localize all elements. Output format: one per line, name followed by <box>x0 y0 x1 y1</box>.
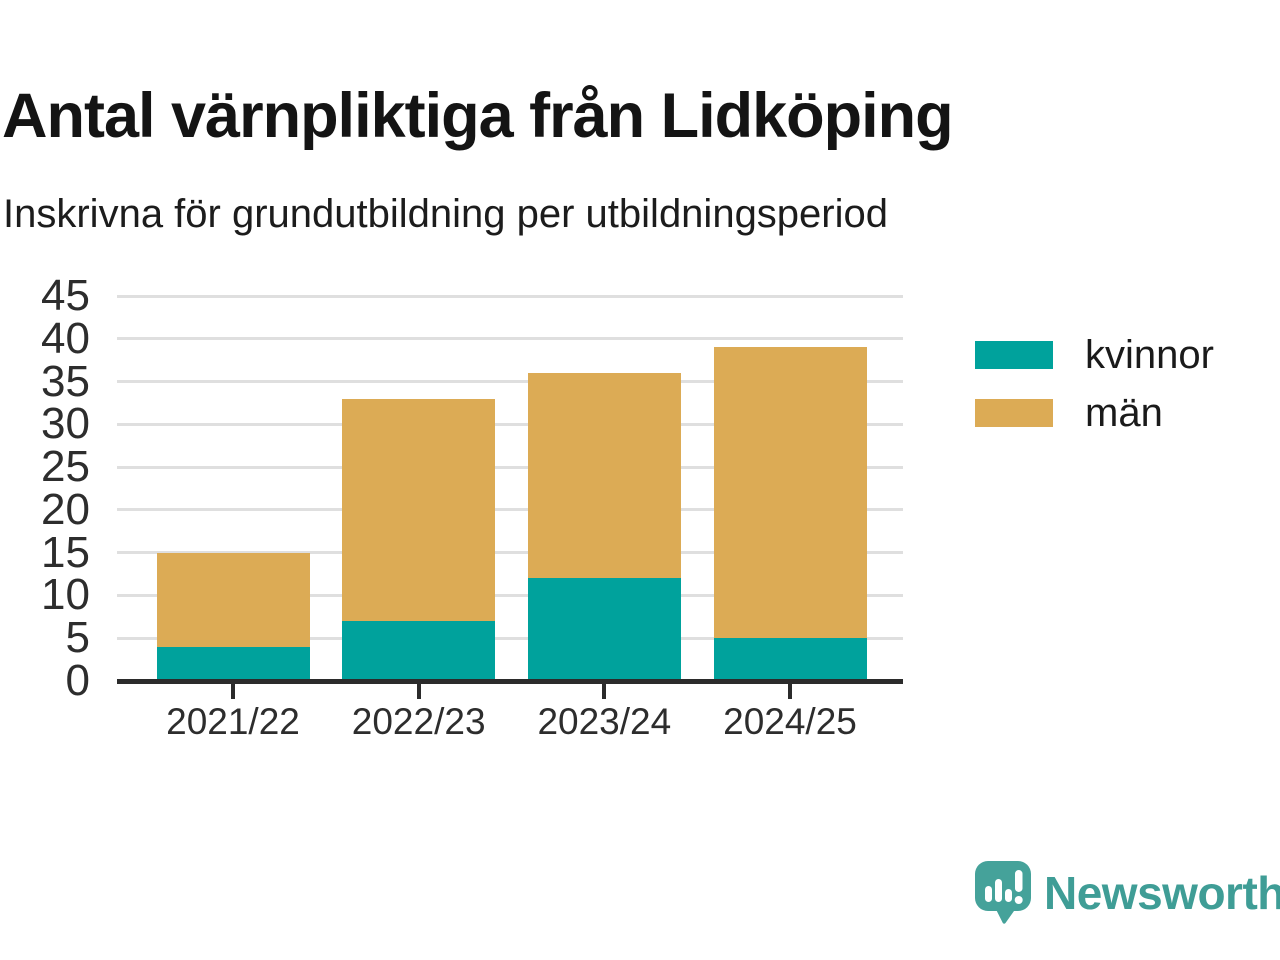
chart-subtitle: Inskrivna för grundutbildning per utbild… <box>3 192 888 236</box>
x-tick-label-2023/24: 2023/24 <box>537 701 672 742</box>
y-tick-label-40: 40 <box>41 313 90 363</box>
y-tick-label-0: 0 <box>65 656 90 705</box>
y-gridline-30 <box>117 422 903 426</box>
x-tick-label-2024/25: 2024/25 <box>723 701 857 742</box>
bar-2021/22-män <box>156 552 310 647</box>
bar-2023/24-män <box>527 373 681 579</box>
y-tick-label-25: 25 <box>41 442 90 492</box>
x-axis-line <box>117 678 903 684</box>
y-gridline-35 <box>117 380 903 384</box>
chart-title: Antal värnpliktiga från Lidköping <box>2 81 954 152</box>
y-tick-label-5: 5 <box>65 613 90 663</box>
x-tick-2024/25 <box>788 683 792 699</box>
newsworthy-bubble-chart-icon <box>975 861 1031 924</box>
legend-swatch-man <box>975 399 1053 427</box>
y-gridline-15 <box>117 551 903 555</box>
legend-label-kvinnor: kvinnor <box>1085 333 1214 377</box>
y-gridline-5 <box>117 636 903 640</box>
y-tick-label-30: 30 <box>41 399 90 449</box>
legend-item-man: män <box>975 390 1214 436</box>
y-gridline-20 <box>117 508 903 512</box>
newsworthy-logo: Newsworthy <box>974 860 1280 926</box>
bar-2023/24-kvinnor <box>527 578 681 681</box>
y-tick-label-45: 45 <box>41 271 90 320</box>
x-tick-2023/24 <box>602 683 607 699</box>
legend-swatch-kvinnor <box>975 341 1053 369</box>
bar-2021/22-kvinnor <box>156 646 310 681</box>
y-tick-label-20: 20 <box>41 484 90 534</box>
legend-item-kvinnor: kvinnor <box>975 332 1214 378</box>
x-tick-label-2021/22: 2021/22 <box>166 701 300 742</box>
bar-2024/25-män <box>713 347 867 639</box>
y-gridline-45 <box>117 294 903 298</box>
x-tick-label-2022/23: 2022/23 <box>351 701 486 742</box>
bar-2024/25-kvinnor <box>713 638 867 681</box>
x-tick-2022/23 <box>416 683 421 699</box>
y-gridline-40 <box>117 337 903 341</box>
bar-2022/23-män <box>342 398 496 622</box>
y-gridline-10 <box>117 593 903 597</box>
y-tick-label-15: 15 <box>41 527 90 577</box>
y-tick-label-35: 35 <box>41 356 90 406</box>
newsworthy-wordmark: Newsworthy <box>1044 867 1280 919</box>
x-tick-2021/22 <box>231 683 235 699</box>
legend-label-man: män <box>1085 391 1163 435</box>
bar-2022/23-kvinnor <box>342 621 496 681</box>
legend: kvinnor män <box>975 332 1214 448</box>
y-tick-label-10: 10 <box>41 570 90 620</box>
y-gridline-25 <box>117 465 903 469</box>
